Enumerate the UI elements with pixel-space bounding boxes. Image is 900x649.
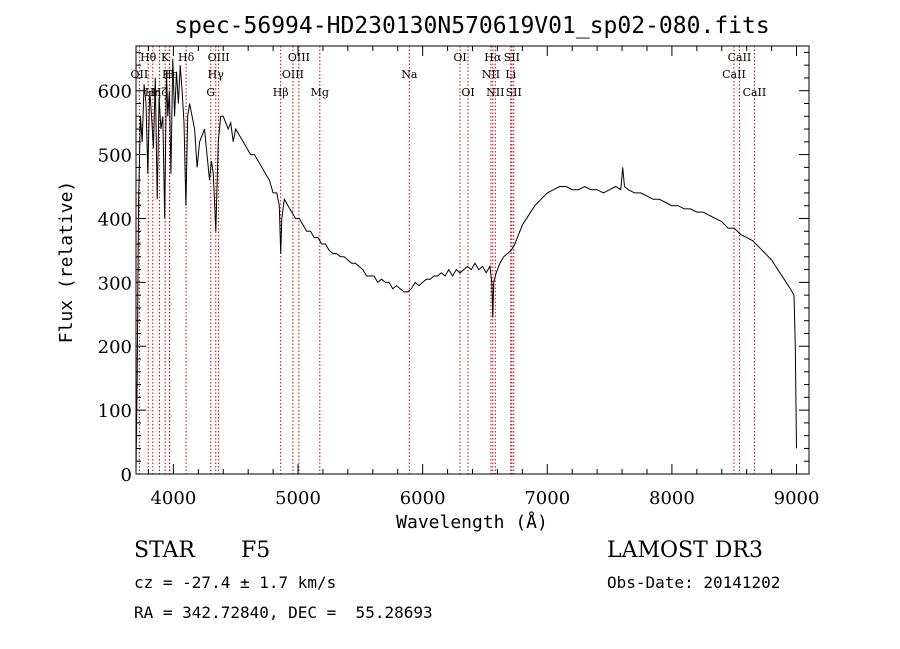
object-subclass: F5 [241,538,271,563]
line-label: Hα [484,51,502,64]
line-label: Mg [311,86,329,99]
spectrum-line [135,58,797,471]
x-tick-label: 6000 [400,488,446,509]
line-label: OI [453,51,466,64]
survey-name: LAMOST DR3 [607,538,763,563]
line-label: NII [486,86,504,99]
line-label: Hε [162,68,178,81]
x-tick-label: 5000 [275,488,321,509]
line-label: Hζ [152,86,168,99]
line-label: OI [461,86,474,99]
plot-frame [135,45,810,475]
y-tick-label: 600 [98,82,132,103]
line-label: K [161,51,170,64]
line-label: H [165,68,175,81]
x-tick-label: 8000 [649,488,695,509]
line-label: Na [401,68,418,81]
line-label: CaII [728,51,752,64]
x-axis-ticks: 4000 5000 6000 7000 8000 9000 [147,46,820,509]
line-label: Li [505,68,516,81]
line-label: OIII [282,68,304,81]
observation-date: Obs-Date: 20141202 [607,573,781,592]
line-label: G [206,86,215,99]
y-axis-label: Flux (relative) [56,181,77,344]
line-label: SII [504,51,520,64]
y-tick-label: 200 [98,337,132,358]
y-tick-label: 500 [98,146,132,167]
line-label: Hγ [208,68,225,81]
line-label: Hβ [273,86,289,99]
x-tick-label: 7000 [524,488,570,509]
line-label: Hη [145,86,161,99]
line-label: NII [482,68,500,81]
line-label: SII [506,86,522,99]
line-label: CaII [743,86,767,99]
line-label: OIII [208,51,230,64]
redshift-velocity: cz = -27.4 ± 1.7 km/s [134,573,337,592]
chart-title: spec-56994-HD230130N570619V01_sp02-080.f… [174,13,769,39]
line-label: Hθ [140,51,157,64]
y-tick-label: 400 [98,209,132,230]
x-axis-label: Wavelength (Å) [396,511,548,533]
spectral-line-markers [138,46,755,474]
y-tick-label: 100 [98,401,132,422]
line-label: CaII [722,68,746,81]
y-tick-label: 0 [121,465,132,486]
object-class: STAR [134,538,195,563]
x-tick-label: 9000 [774,488,820,509]
line-label: OIII [288,51,310,64]
line-label: OII [131,68,149,81]
line-label: Hδ [178,51,195,64]
x-tick-label: 4000 [150,488,196,509]
y-axis-ticks: 0 100 200 300 400 500 600 [98,51,809,486]
y-tick-label: 300 [98,273,132,294]
sky-coordinates: RA = 342.72840, DEC = 55.28693 [134,603,433,622]
